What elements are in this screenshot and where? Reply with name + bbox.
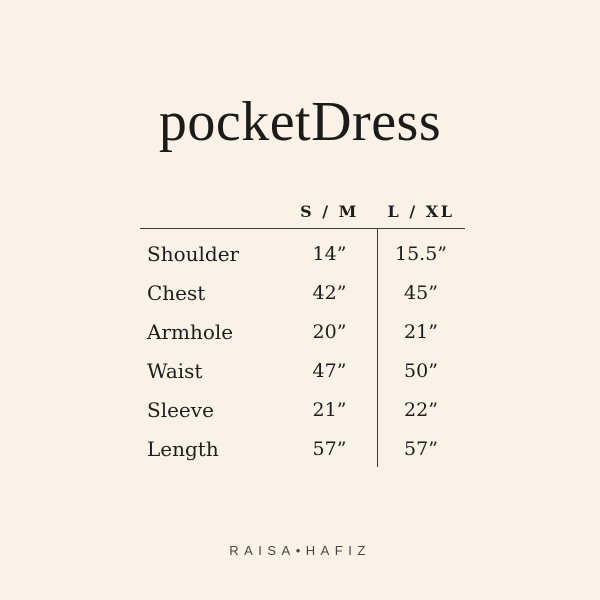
sm-value: 57” <box>312 437 347 460</box>
measurement-label: Sleeve <box>147 397 214 422</box>
size-table: S / M L / XL Shoulder 14” 15.5” Chest 42… <box>140 193 465 468</box>
lxl-value: 45” <box>404 281 438 304</box>
table-header-row: S / M L / XL <box>140 193 465 228</box>
table-row-sleeve: Sleeve 21” 22” <box>140 390 465 429</box>
sm-value: 20” <box>312 320 347 343</box>
column-divider-line <box>377 229 378 467</box>
lxl-value: 50” <box>404 359 438 382</box>
measurement-label: Waist <box>147 358 203 383</box>
measurement-label: Armhole <box>147 319 234 344</box>
lxl-value: 22” <box>404 398 438 421</box>
sm-value: 14” <box>312 242 347 265</box>
lxl-value: 21” <box>404 320 438 343</box>
measurement-label: Length <box>147 436 219 461</box>
sm-value: 42” <box>312 281 347 304</box>
table-row-armhole: Armhole 20” 21” <box>140 312 465 351</box>
table-body: Shoulder 14” 15.5” Chest 42” 45” Armhole… <box>140 228 465 468</box>
table-row-length: Length 57” 57” <box>140 429 465 468</box>
table-row-shoulder: Shoulder 14” 15.5” <box>140 234 465 273</box>
brand-name: RAISA•HAFIZ <box>229 543 371 558</box>
product-title: pocketDress <box>158 91 442 153</box>
measurement-label: Chest <box>147 280 206 305</box>
lxl-value: 57” <box>404 437 438 460</box>
column-header-lxl: L / XL <box>387 202 455 221</box>
lxl-value: 15.5” <box>394 242 448 265</box>
measurement-label: Shoulder <box>147 241 240 266</box>
sm-value: 21” <box>312 398 347 421</box>
table-row-chest: Chest 42” 45” <box>140 273 465 312</box>
sm-value: 47” <box>312 359 347 382</box>
column-header-sm: S / M <box>300 202 359 221</box>
table-row-waist: Waist 47” 50” <box>140 351 465 390</box>
